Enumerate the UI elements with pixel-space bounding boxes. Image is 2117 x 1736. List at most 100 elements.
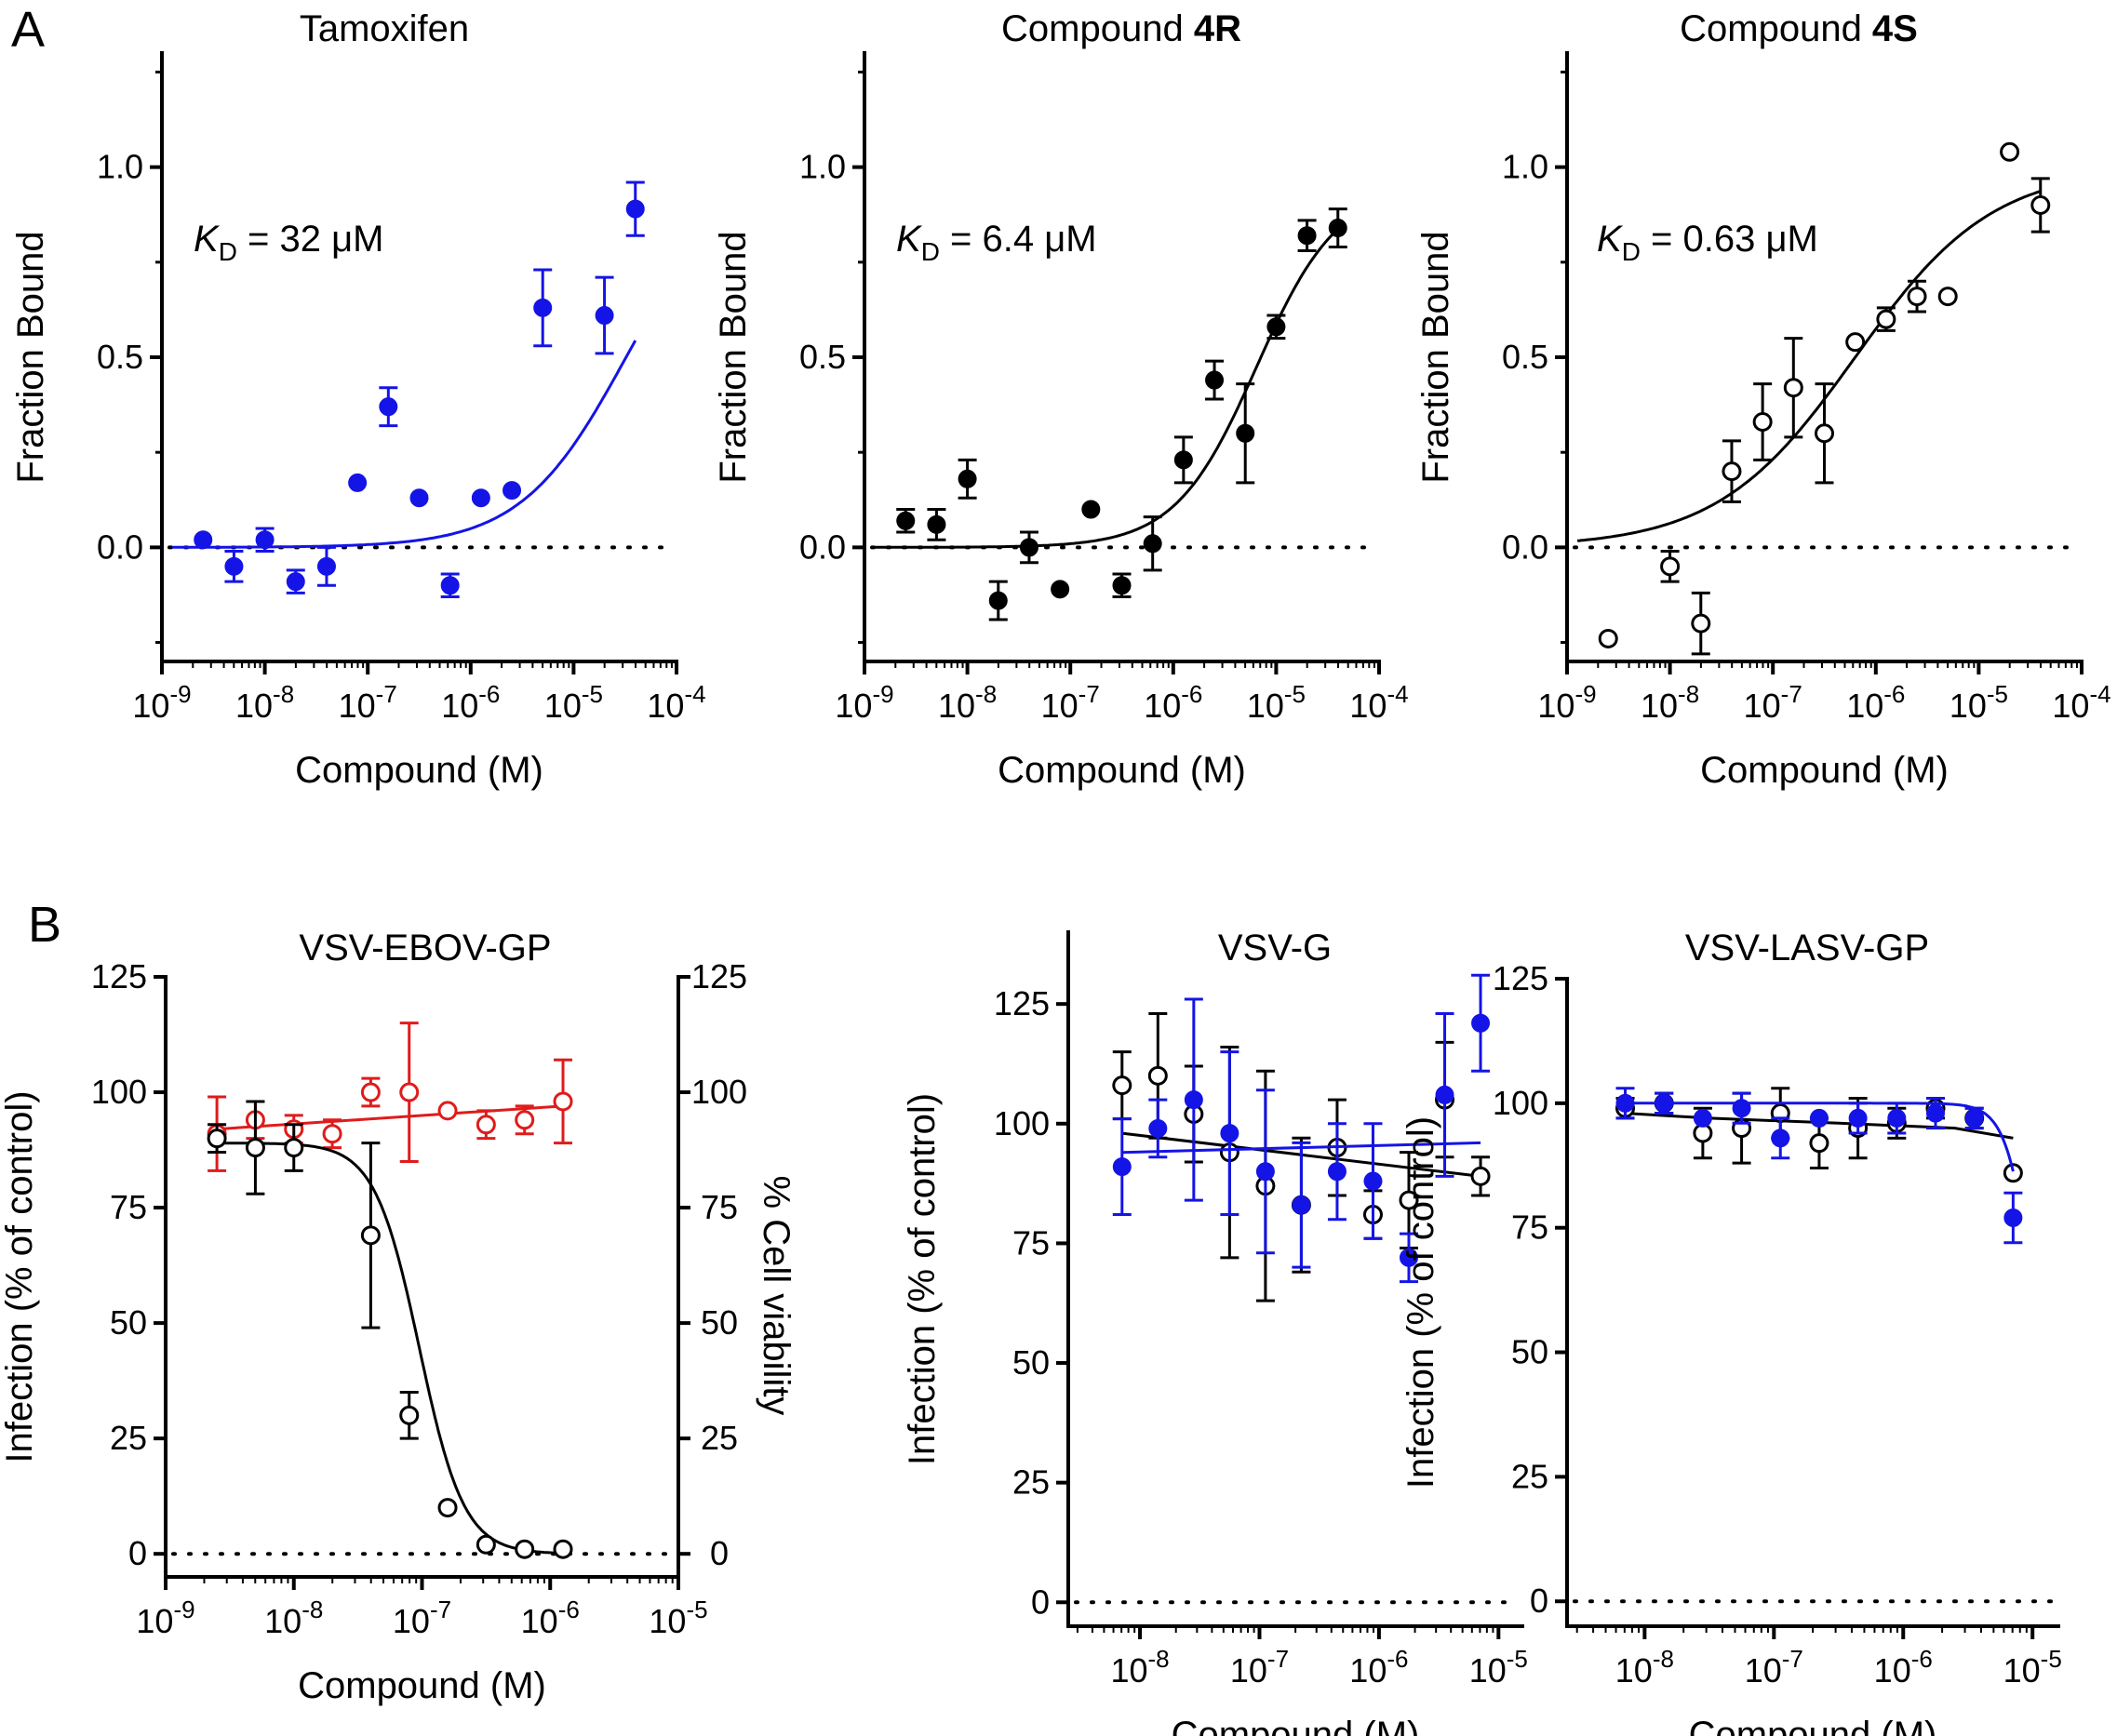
x-tick-exponent: -5: [582, 680, 603, 708]
chart-title-text: Compound: [1680, 8, 1872, 49]
data-point: [1292, 1195, 1311, 1215]
y-right-tick-label: 75: [701, 1188, 738, 1226]
fit-curve: [217, 1104, 564, 1131]
fit-curve: [875, 228, 1339, 549]
data-point: [476, 1534, 496, 1555]
y-tick-label: 100: [91, 1073, 147, 1111]
series-0: [172, 180, 645, 599]
y-tick-label: 75: [1511, 1209, 1548, 1247]
x-tick-label: 10-7: [1041, 680, 1100, 725]
kd-subscript: D: [219, 237, 237, 266]
x-tick-label: 10-5: [649, 1596, 707, 1640]
data-point: [553, 1539, 573, 1559]
x-tick-label: 10-7: [1744, 680, 1802, 725]
y-tick-label: 125: [994, 984, 1050, 1022]
x-tick-base: 10: [1641, 687, 1678, 725]
x-tick-base: 10: [649, 1602, 686, 1640]
data-point: [1019, 538, 1038, 557]
y-right-tick-label: 100: [691, 1073, 747, 1111]
data-point: [502, 481, 522, 501]
y-axis-label: Infection (% of control): [1400, 1116, 1441, 1489]
x-tick-exponent: -5: [1507, 1645, 1528, 1673]
x-tick-exponent: -7: [1267, 1645, 1289, 1673]
y-tick-label: 125: [91, 957, 147, 995]
kd-annotation: KD = 32 μM: [194, 219, 383, 266]
x-tick-label: 10-7: [1230, 1645, 1289, 1689]
x-tick-label: 10-9: [136, 1596, 194, 1640]
data-point: [1752, 411, 1773, 432]
x-tick-label: 10-9: [132, 680, 191, 725]
data-point: [958, 469, 977, 488]
data-point: [286, 572, 305, 592]
x-tick-base: 10: [393, 1602, 430, 1640]
data-point: [1328, 219, 1347, 238]
x-tick-base: 10: [132, 687, 169, 725]
data-point: [2003, 1163, 2023, 1183]
data-point: [348, 473, 368, 492]
data-point: [1660, 556, 1681, 577]
x-tick-exponent: -9: [1574, 680, 1596, 708]
x-tick-exponent: -9: [872, 680, 893, 708]
data-point: [1399, 1190, 1419, 1210]
data-point: [1815, 423, 1834, 444]
y-tick-label: 0: [1530, 1582, 1548, 1620]
chart-title: Tamoxifen: [300, 8, 469, 49]
x-tick-label: 10-6: [1874, 1645, 1933, 1689]
kd-symbol: K: [1597, 219, 1624, 260]
data-point: [1655, 1093, 1674, 1113]
x-tick-label: 10-6: [441, 680, 500, 725]
y-tick-label: 25: [1012, 1463, 1050, 1502]
data-point: [437, 1101, 458, 1121]
x-tick-base: 10: [647, 687, 684, 725]
data-point: [1184, 1090, 1203, 1110]
data-point: [360, 1225, 381, 1246]
chart-title: Compound 4R: [1001, 8, 1241, 49]
x-tick-exponent: -5: [1284, 680, 1306, 708]
data-point: [1470, 1166, 1491, 1186]
x-tick-label: 10-6: [1846, 680, 1905, 725]
x-tick-exponent: -7: [1782, 1645, 1803, 1673]
data-point: [1845, 332, 1866, 353]
data-point: [224, 556, 244, 576]
x-tick-base: 10: [1537, 687, 1574, 725]
y-tick-label: 0.0: [799, 527, 846, 566]
y-right-tick-label: 0: [710, 1534, 729, 1572]
x-tick-base: 10: [1874, 1651, 1911, 1689]
data-point: [1147, 1065, 1168, 1086]
y-tick-label: 125: [1493, 959, 1548, 997]
x-tick-base: 10: [136, 1602, 173, 1640]
data-point: [1236, 423, 1255, 443]
y-tick-label: 25: [1511, 1457, 1548, 1495]
data-point: [471, 488, 490, 508]
y-right-tick-label: 50: [701, 1303, 738, 1342]
x-tick-exponent: -8: [301, 1596, 323, 1623]
kd-value: = 0.63 μM: [1641, 219, 1818, 260]
y-tick-label: 50: [1511, 1333, 1548, 1371]
chart-title-text: Compound: [1001, 8, 1194, 49]
data-point: [245, 1138, 265, 1158]
data-point: [1693, 1108, 1712, 1128]
x-tick-base: 10: [1349, 1651, 1387, 1689]
x-tick-exponent: -6: [1387, 1645, 1408, 1673]
x-tick-base: 10: [339, 687, 376, 725]
data-point: [1112, 576, 1132, 595]
x-tick-base: 10: [2003, 1651, 2041, 1689]
chart-title: Compound 4S: [1680, 8, 1918, 49]
data-point: [1435, 1085, 1454, 1104]
data-point: [284, 1138, 304, 1158]
data-point: [1143, 534, 1162, 554]
kd-symbol: K: [896, 219, 923, 260]
data-point: [1907, 287, 1927, 307]
data-point: [437, 1498, 458, 1518]
chart-title-text: VSV-EBOV-GP: [299, 928, 551, 968]
x-tick-base: 10: [264, 1602, 301, 1640]
x-tick-exponent: -6: [558, 1596, 580, 1623]
y-tick-label: 0.5: [97, 338, 143, 376]
x-tick-label: 10-4: [1349, 680, 1408, 725]
x-tick-label: 10-8: [938, 680, 997, 725]
data-point: [1081, 500, 1101, 519]
x-axis-label: Compound (M): [1689, 1715, 1937, 1736]
x-tick-label: 10-7: [1745, 1645, 1803, 1689]
x-tick-base: 10: [1144, 687, 1181, 725]
data-point: [1112, 1157, 1132, 1177]
